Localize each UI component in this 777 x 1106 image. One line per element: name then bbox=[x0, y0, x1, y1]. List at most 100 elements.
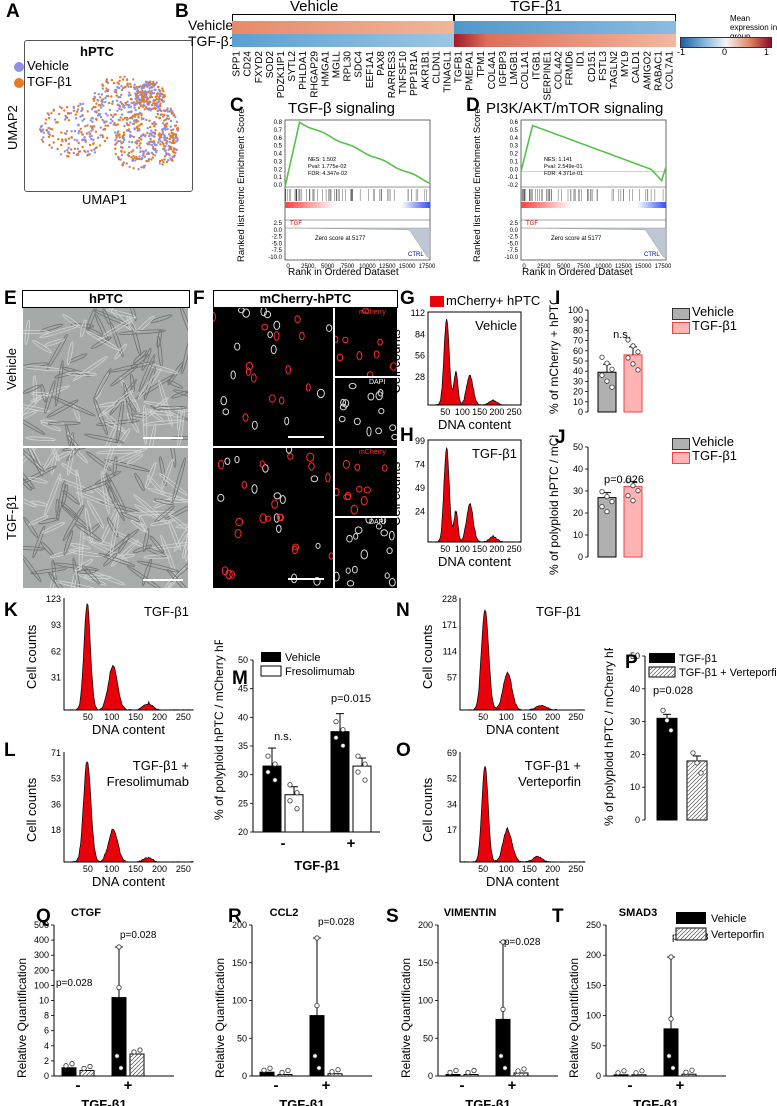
hatch bbox=[89, 1071, 95, 1077]
bar-ylabel: Relative Quantification bbox=[567, 958, 581, 1078]
hatch bbox=[340, 1074, 343, 1077]
data-point bbox=[471, 1067, 477, 1074]
bar bbox=[613, 1074, 629, 1077]
ytick-label: 300 bbox=[34, 950, 49, 960]
tag-left: TGF bbox=[290, 221, 302, 227]
hatch bbox=[679, 927, 693, 941]
xtick-label: 200 bbox=[489, 407, 504, 417]
data-point bbox=[521, 1066, 527, 1072]
hist-condition: TGF-β1 bbox=[536, 604, 581, 619]
panel-label-l: L bbox=[4, 740, 16, 761]
ytick-label: 0.0 bbox=[510, 167, 519, 173]
bar-ylabel: Relative Quantification bbox=[399, 958, 413, 1078]
ytick-label: 50 bbox=[237, 1033, 247, 1043]
data-point bbox=[666, 1053, 672, 1059]
hatch bbox=[129, 1053, 139, 1063]
data-point bbox=[599, 504, 605, 510]
enrichment-curve bbox=[284, 121, 431, 188]
xtick-label: 100 bbox=[499, 864, 514, 874]
hist-condition: TGF-β1 bbox=[144, 604, 189, 619]
hatch bbox=[686, 760, 695, 769]
stats-text: FDR: 4.347e-02 bbox=[308, 171, 347, 177]
xtick-label: 15000 bbox=[635, 264, 652, 270]
xtick-label: 7500 bbox=[341, 264, 355, 270]
legend-j-tgf: TGF-β1 bbox=[692, 448, 738, 463]
panel-label-c: C bbox=[230, 95, 244, 116]
ytick-label: 40 bbox=[630, 684, 640, 694]
ytick-label: 40 bbox=[238, 712, 248, 722]
gene-label: RARRES3 bbox=[387, 51, 398, 99]
gene-label: CD151 bbox=[587, 51, 598, 83]
xtick-label: 150 bbox=[522, 712, 537, 722]
bar-xlabel: TGF-β1 bbox=[279, 1097, 325, 1106]
ytick-label: 0.3 bbox=[510, 144, 519, 150]
colorbar-tick-max: 1 bbox=[764, 47, 770, 57]
data-point bbox=[625, 337, 631, 343]
axes bbox=[459, 752, 585, 863]
ytick-label: -0.2 bbox=[508, 183, 519, 189]
data-point bbox=[340, 743, 346, 749]
hist-condition: TGF-β1 bbox=[472, 446, 517, 461]
ytick-label: 56 bbox=[415, 351, 425, 361]
ytick-label: 500 bbox=[34, 920, 49, 930]
gene-label: AKR1B1 bbox=[420, 51, 431, 90]
hatch bbox=[650, 666, 662, 678]
hatch bbox=[469, 1074, 472, 1077]
ytick-label: -2.5 bbox=[508, 235, 519, 241]
bar-xlabel: TGF-β1 bbox=[81, 1097, 127, 1106]
panel-label-r: R bbox=[228, 906, 242, 927]
bar bbox=[656, 717, 678, 821]
ytick-label: -5.0 bbox=[508, 241, 519, 247]
bar-chart-q: 500 400 300 200 100 10 8 6 4 2 0 Relative Quantific… bbox=[15, 907, 174, 1106]
bar-chart-s: 200 150 100 50 0 Relative Quantification VIMEN… bbox=[399, 907, 558, 1106]
ytick-label: 40 bbox=[573, 464, 583, 474]
ytick-label: 150 bbox=[418, 958, 433, 968]
gene-label: HMGA1 bbox=[320, 51, 331, 87]
data-point bbox=[694, 760, 700, 766]
histogram-area bbox=[427, 446, 522, 543]
hatch bbox=[695, 929, 707, 941]
xtick-label: 250 bbox=[568, 712, 583, 722]
data-point bbox=[333, 719, 339, 725]
legend-swatch bbox=[648, 666, 676, 678]
hatch bbox=[129, 1059, 145, 1075]
gsea-d-xlabel: Rank in Ordered Dataset bbox=[522, 267, 633, 278]
data-point bbox=[453, 1067, 459, 1074]
xtick-label: 17500 bbox=[419, 264, 436, 270]
ytick-label: 0.3 bbox=[274, 159, 283, 165]
data-point bbox=[609, 384, 615, 390]
ytick-label: 6 bbox=[44, 1026, 49, 1036]
gene-label: ID1 bbox=[576, 51, 587, 67]
hist-xlabel: DNA content bbox=[486, 874, 559, 889]
ytick-label: 250 bbox=[586, 920, 601, 930]
hatch bbox=[675, 927, 689, 941]
hatch bbox=[694, 807, 708, 821]
gsea-c-ylabel: Ranked list metric Enrichment Score bbox=[236, 108, 247, 262]
xtick-label: 50 bbox=[478, 712, 488, 722]
data-point bbox=[265, 769, 271, 775]
ytick-label: 200 bbox=[34, 965, 49, 975]
panel-label-t: T bbox=[552, 906, 564, 927]
panel-label-n: N bbox=[396, 600, 410, 621]
fluor-merged-tgf bbox=[213, 448, 333, 588]
data-point bbox=[635, 487, 641, 494]
bar bbox=[129, 1053, 145, 1077]
hatch bbox=[336, 1073, 340, 1077]
ytick-label: -10.0 bbox=[268, 255, 282, 261]
data-point bbox=[267, 1065, 273, 1071]
hatch bbox=[686, 760, 691, 765]
gene-label: TINAGL1 bbox=[443, 51, 454, 93]
xtick-label: + bbox=[322, 1077, 331, 1094]
data-point bbox=[285, 1067, 291, 1074]
gene-label: TPM1 bbox=[476, 51, 487, 78]
data-point bbox=[633, 1070, 639, 1076]
ytick-label: 10 bbox=[630, 782, 640, 792]
ytick-label: 24 bbox=[415, 507, 425, 517]
legend-mcherry: mCherry+ hPTC bbox=[446, 293, 541, 308]
data-point bbox=[604, 509, 610, 515]
heatmap-row-tgf: TGF-β1 bbox=[188, 33, 237, 49]
data-point bbox=[615, 1070, 621, 1076]
gene-label: MGLL bbox=[332, 51, 343, 79]
data-point bbox=[81, 1065, 87, 1072]
